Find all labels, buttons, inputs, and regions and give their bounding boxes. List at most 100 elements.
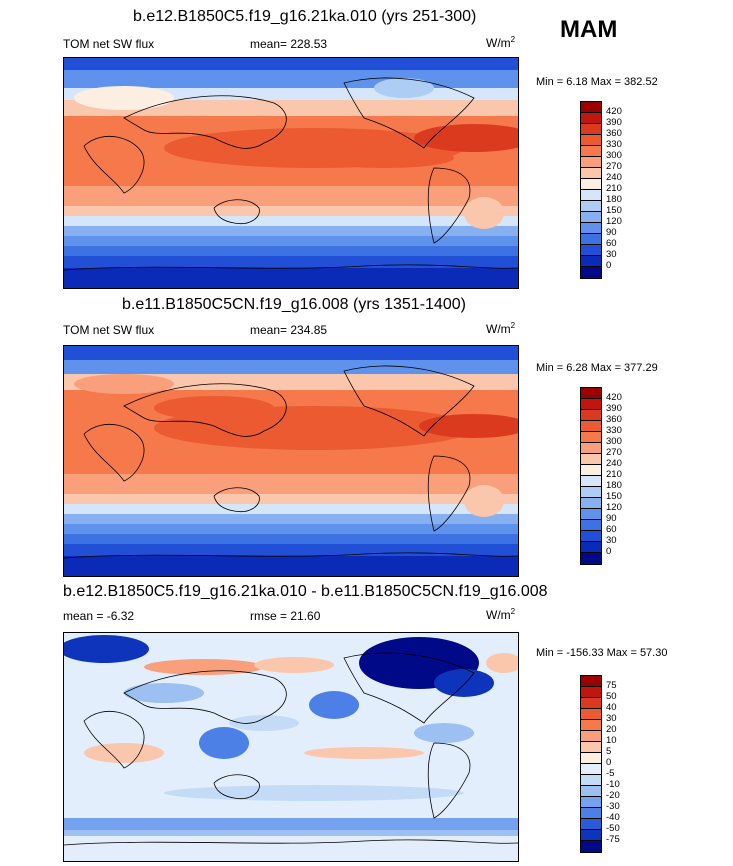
colorbar-swatch bbox=[581, 421, 601, 432]
colorbar-tick-label: 60 bbox=[606, 238, 617, 249]
colorbar-swatch bbox=[581, 454, 601, 465]
colorbar-tick-label: 420 bbox=[606, 392, 622, 403]
colorbar-tick-label: 120 bbox=[606, 216, 622, 227]
colorbar-tick-label: 330 bbox=[606, 139, 622, 150]
panel1-units: W/m2 bbox=[486, 35, 516, 50]
panel1-variable-label: TOM net SW flux bbox=[63, 37, 155, 51]
colorbar-tick-label: -10 bbox=[606, 779, 620, 790]
panel2-units: W/m2 bbox=[486, 321, 516, 336]
colorbar-tick-label: 210 bbox=[606, 469, 622, 480]
panel1-title: b.e12.B1850C5.f19_g16.21ka.010 (yrs 251-… bbox=[133, 8, 477, 25]
colorbar-swatch bbox=[581, 146, 601, 157]
colorbar-swatch bbox=[581, 498, 601, 509]
colorbar-tick-label: 150 bbox=[606, 205, 622, 216]
colorbar-swatch bbox=[581, 531, 601, 542]
colorbar-swatch bbox=[581, 509, 601, 520]
panel3-field bbox=[64, 633, 518, 861]
panel3-rmse-label: rmse = 21.60 bbox=[250, 609, 321, 623]
colorbar-tick-label: 330 bbox=[606, 425, 622, 436]
colorbar-tick-label: 390 bbox=[606, 117, 622, 128]
colorbar-tick-label: -75 bbox=[606, 834, 620, 845]
colorbar-swatch bbox=[581, 465, 601, 476]
panel1-field bbox=[64, 58, 518, 288]
colorbar-tick-label: 180 bbox=[606, 480, 622, 491]
colorbar-swatch bbox=[581, 676, 601, 687]
colorbar-tick-label: 300 bbox=[606, 436, 622, 447]
panel3-title: b.e12.B1850C5.f19_g16.21ka.010 - b.e11.B… bbox=[63, 583, 548, 600]
colorbar-tick-label: 50 bbox=[606, 691, 617, 702]
colorbar-swatch bbox=[581, 179, 601, 190]
colorbar-tick-label: 120 bbox=[606, 502, 622, 513]
colorbar-swatch bbox=[581, 786, 601, 797]
colorbar-swatch bbox=[581, 190, 601, 201]
colorbar-swatch bbox=[581, 687, 601, 698]
colorbar-swatch bbox=[581, 476, 601, 487]
colorbar-tick-label: 180 bbox=[606, 194, 622, 205]
colorbar-swatch bbox=[581, 520, 601, 531]
colorbar-swatch bbox=[581, 731, 601, 742]
colorbar-swatch bbox=[581, 698, 601, 709]
colorbar-swatch bbox=[581, 808, 601, 819]
colorbar-tick-label: 210 bbox=[606, 183, 622, 194]
panel3-mean-label: mean = -6.32 bbox=[63, 609, 135, 623]
panel2-variable-label: TOM net SW flux bbox=[63, 323, 155, 337]
colorbar-swatch bbox=[581, 819, 601, 830]
colorbar-tick-label: -50 bbox=[606, 823, 620, 834]
colorbar-tick-label: 90 bbox=[606, 513, 617, 524]
colorbar-tick-label: 300 bbox=[606, 150, 622, 161]
colorbar-swatch bbox=[581, 388, 601, 399]
colorbar-tick-label: -30 bbox=[606, 801, 620, 812]
colorbar-swatch bbox=[581, 124, 601, 135]
colorbar-swatch bbox=[581, 168, 601, 179]
panel3-units: W/m2 bbox=[486, 607, 516, 622]
colorbar-tick-label: 5 bbox=[606, 746, 612, 757]
colorbar-swatch bbox=[581, 742, 601, 753]
colorbar-tick-label: 0 bbox=[606, 546, 612, 557]
colorbar-swatch bbox=[581, 797, 601, 808]
colorbar-tick-label: 60 bbox=[606, 524, 617, 535]
colorbar-tick-label: -5 bbox=[606, 768, 615, 779]
colorbar-swatch bbox=[581, 775, 601, 786]
colorbar-swatch bbox=[581, 102, 601, 113]
panel3-map bbox=[63, 632, 519, 862]
colorbar-tick-label: 270 bbox=[606, 161, 622, 172]
colorbar-tick-label: 90 bbox=[606, 227, 617, 238]
colorbar-tick-label: 270 bbox=[606, 447, 622, 458]
colorbar-tick-label: 360 bbox=[606, 128, 622, 139]
panel1-colorbar bbox=[580, 101, 602, 279]
colorbar-swatch bbox=[581, 753, 601, 764]
colorbar-swatch bbox=[581, 709, 601, 720]
colorbar-tick-label: -40 bbox=[606, 812, 620, 823]
colorbar-swatch bbox=[581, 113, 601, 124]
colorbar-tick-label: 240 bbox=[606, 458, 622, 469]
colorbar-swatch bbox=[581, 267, 601, 278]
panel3-minmax: Min = -156.33 Max = 57.30 bbox=[536, 647, 668, 659]
colorbar-tick-label: 420 bbox=[606, 106, 622, 117]
colorbar-tick-label: 10 bbox=[606, 735, 617, 746]
colorbar-swatch bbox=[581, 410, 601, 421]
colorbar-tick-label: 0 bbox=[606, 757, 612, 768]
colorbar-tick-label: 150 bbox=[606, 491, 622, 502]
panel1-minmax: Min = 6.18 Max = 382.52 bbox=[536, 76, 658, 88]
colorbar-tick-label: 40 bbox=[606, 702, 617, 713]
colorbar-tick-label: 30 bbox=[606, 249, 617, 260]
colorbar-swatch bbox=[581, 212, 601, 223]
panel1-map bbox=[63, 57, 519, 289]
panel2-minmax: Min = 6.28 Max = 377.29 bbox=[536, 362, 658, 374]
colorbar-tick-label: 240 bbox=[606, 172, 622, 183]
colorbar-swatch bbox=[581, 841, 601, 852]
colorbar-swatch bbox=[581, 764, 601, 775]
season-label: MAM bbox=[560, 16, 618, 43]
colorbar-swatch bbox=[581, 720, 601, 731]
colorbar-swatch bbox=[581, 223, 601, 234]
colorbar-swatch bbox=[581, 399, 601, 410]
colorbar-swatch bbox=[581, 201, 601, 212]
colorbar-tick-label: 0 bbox=[606, 260, 612, 271]
panel1-mean-label: mean= 228.53 bbox=[250, 37, 328, 51]
colorbar-swatch bbox=[581, 234, 601, 245]
colorbar-swatch bbox=[581, 256, 601, 267]
colorbar-tick-label: 20 bbox=[606, 724, 617, 735]
panel2-field bbox=[64, 346, 518, 576]
colorbar-tick-label: 75 bbox=[606, 680, 617, 691]
colorbar-tick-label: 390 bbox=[606, 403, 622, 414]
